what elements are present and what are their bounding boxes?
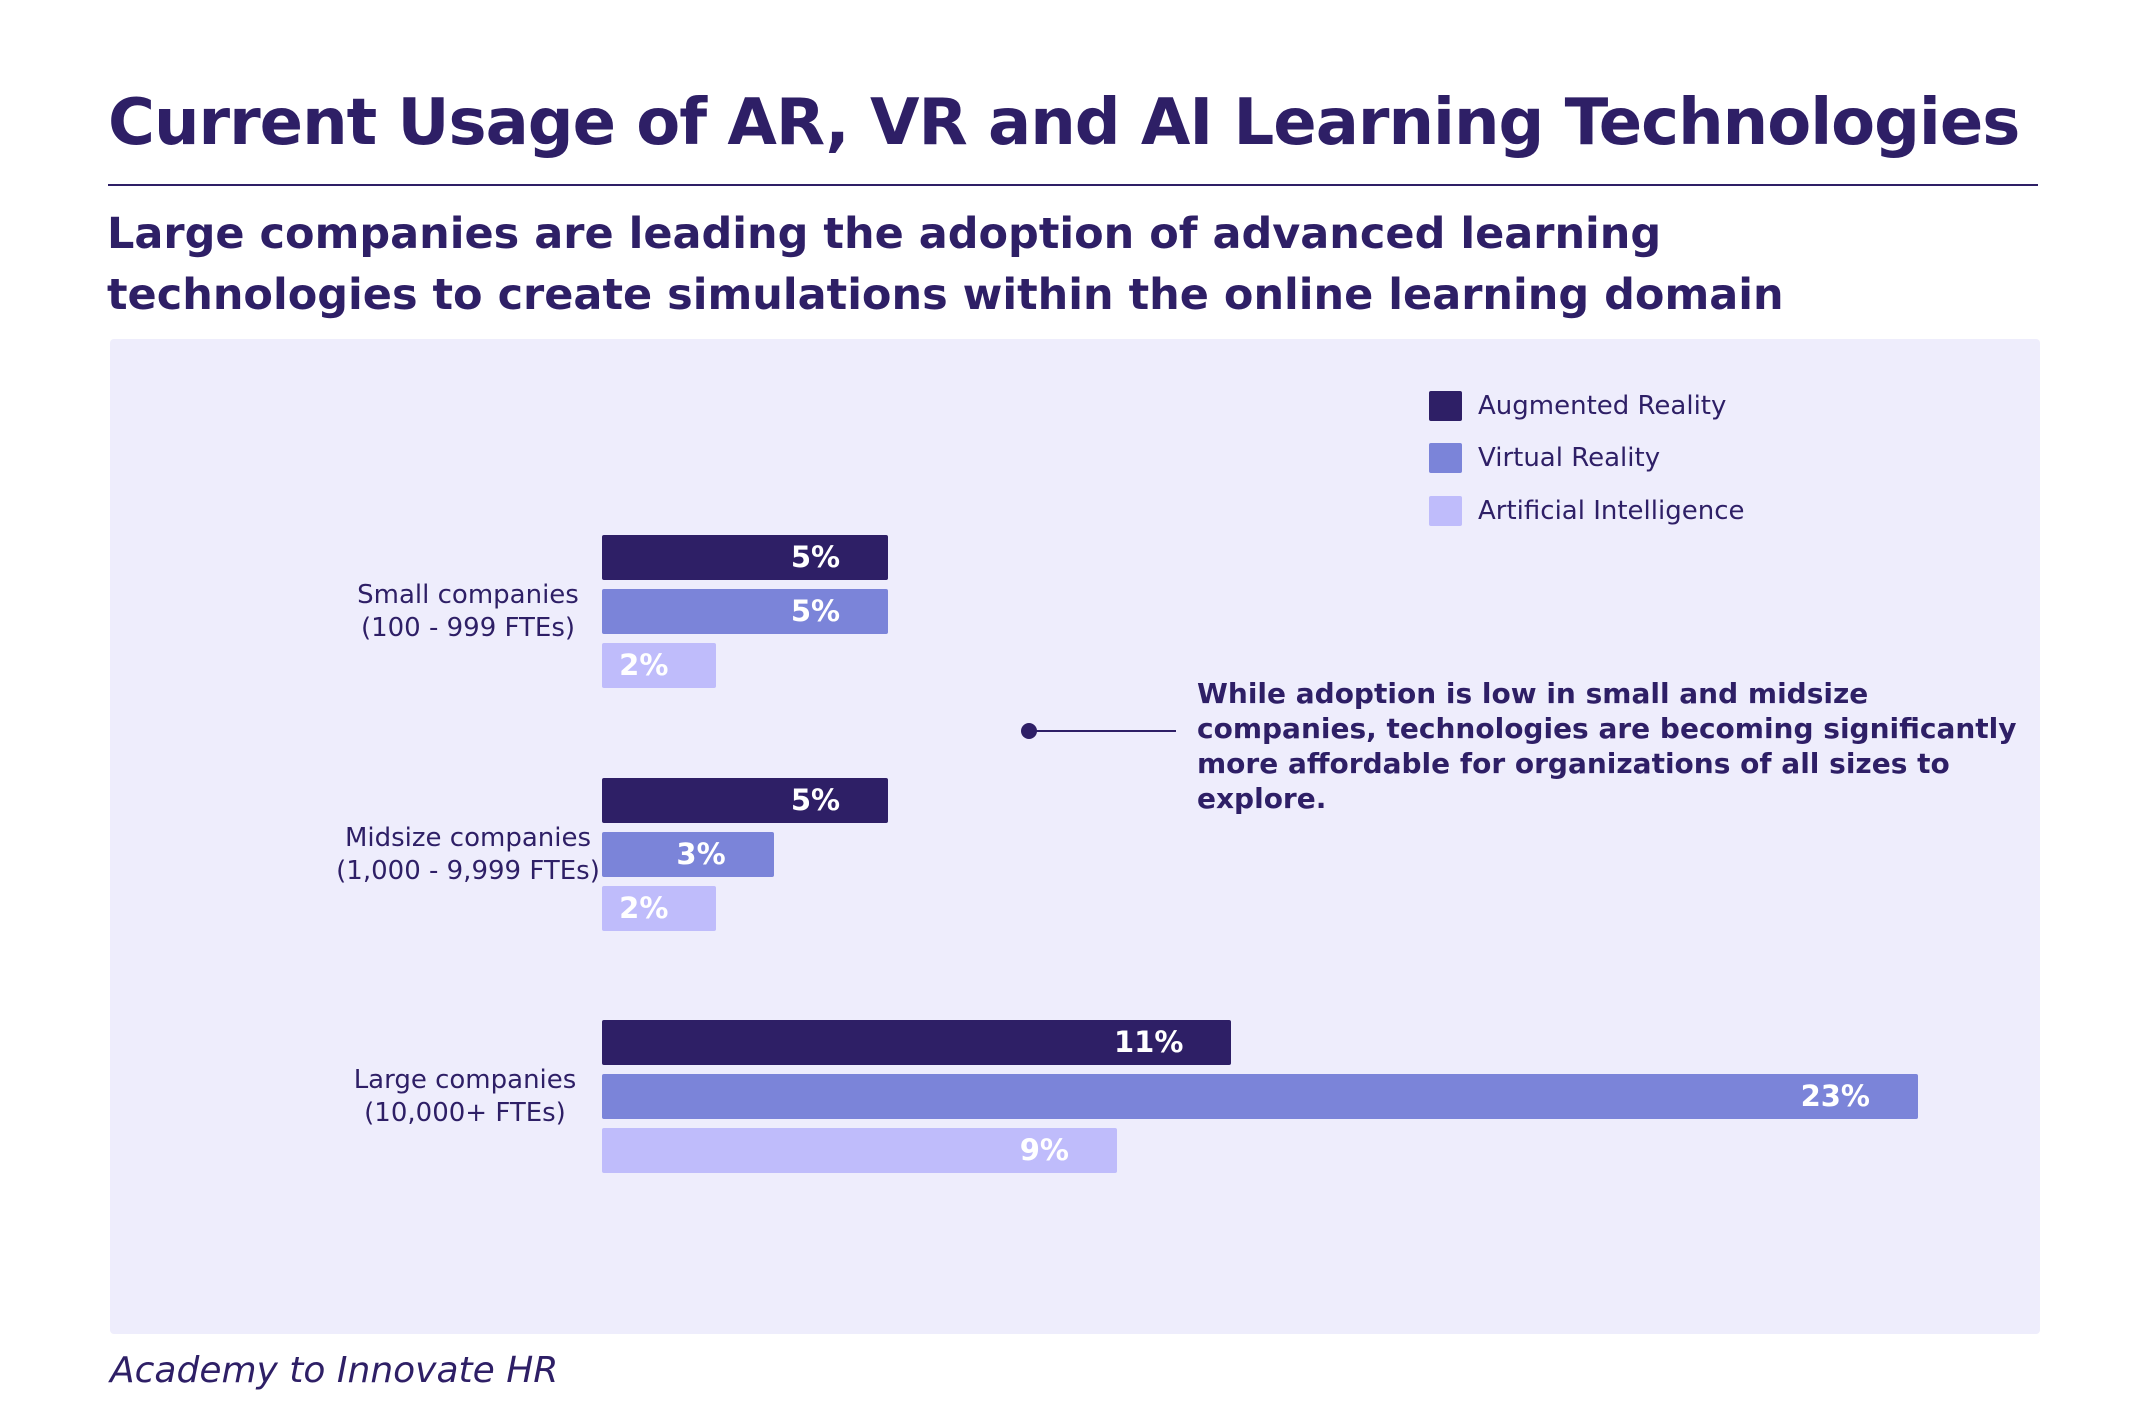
category-label-line: Midsize companies [344,822,592,853]
bar [602,778,889,823]
bar-value-label: 11% [1113,1025,1184,1059]
annotation-leader-line [1030,730,1176,732]
bar-value-label: 2% [619,648,669,682]
bar [602,1020,1232,1065]
category-label-line: (100 - 999 FTEs) [360,612,576,643]
bar-value-label: 5% [790,540,841,574]
legend-item: Artificial Intelligence [1429,495,1745,527]
legend-label: Artificial Intelligence [1478,496,1745,526]
title-divider [108,184,2038,186]
bar [602,535,889,580]
legend-item: Augmented Reality [1429,390,1726,422]
annotation-text: While adoption is low in small and midsi… [1197,677,2017,815]
category-label: Small companies (100 - 999 FTEs) [313,579,623,645]
source-credit: Academy to Innovate HR [110,1350,559,1391]
legend-label: Augmented Reality [1478,391,1727,421]
legend-swatch [1429,496,1462,526]
bar [602,1074,1918,1119]
chart-subtitle: Large companies are leading the adoption… [107,209,1784,320]
annotation-dot [1021,723,1037,739]
legend-swatch [1429,443,1462,473]
chart-title: Current Usage of AR, VR and AI Learning … [108,86,2020,160]
category-label-line: (10,000+ FTEs) [364,1097,566,1128]
bar-value-label: 23% [1800,1079,1870,1113]
legend-item: Virtual Reality [1429,442,1660,474]
category-label-line: Small companies [357,579,579,610]
bar [602,589,889,634]
category-label-line: Large companies [353,1064,577,1095]
category-label: Midsize companies (1,000 - 9,999 FTEs) [313,822,623,888]
bar-value-label: 3% [676,837,726,871]
legend-label: Virtual Reality [1478,443,1661,473]
legend-swatch [1429,391,1462,421]
bar-value-label: 9% [1019,1133,1069,1167]
bar [602,1128,1117,1173]
bar-value-label: 2% [619,891,669,925]
category-label: Large companies (10,000+ FTEs) [310,1064,620,1130]
bar [602,886,717,931]
bar [602,643,717,688]
category-label-line: (1,000 - 9,999 FTEs) [336,855,600,886]
bar [602,832,774,877]
bar-value-label: 5% [790,594,841,628]
bar-value-label: 5% [790,783,841,817]
